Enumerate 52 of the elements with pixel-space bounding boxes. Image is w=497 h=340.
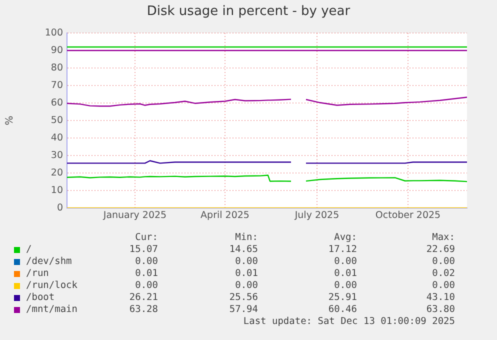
text: Avg: <box>334 232 357 243</box>
y-axis-title: % <box>4 116 16 126</box>
legend-label: /dev/shm <box>26 256 72 267</box>
x-tick-label: July 2025 <box>294 210 340 222</box>
chart-title: Disk usage in percent - by year <box>146 4 352 19</box>
text: 0.00 <box>135 280 158 291</box>
y-tick-label: 90 <box>50 44 63 56</box>
y-tick-label: 80 <box>50 62 63 74</box>
y-tick-label: 30 <box>50 150 63 161</box>
text: 25.91 <box>328 292 357 303</box>
x-tick-label: January 2025 <box>102 210 167 222</box>
text: 0.01 <box>235 268 258 279</box>
y-tick-label: 20 <box>50 167 63 178</box>
legend-label: /run/lock <box>26 280 78 291</box>
text: 0.00 <box>135 256 158 267</box>
y-tick-label: 40 <box>50 132 63 144</box>
text: 57.94 <box>229 304 258 315</box>
text: Max: <box>432 232 455 243</box>
text: 0.00 <box>235 280 258 291</box>
text: 63.80 <box>426 304 455 315</box>
text: 25.56 <box>229 292 258 303</box>
text: 22.69 <box>426 244 455 255</box>
text: 0.00 <box>235 256 258 267</box>
text: 14.65 <box>229 244 258 255</box>
legend-label: / <box>26 244 32 255</box>
text: 17.12 <box>328 244 357 255</box>
y-tick-label: 60 <box>50 97 63 108</box>
text: 0.01 <box>334 268 357 279</box>
y-tick-label: 50 <box>50 114 63 126</box>
text: 15.07 <box>129 244 158 255</box>
text: 0.01 <box>135 268 158 279</box>
text: 0.00 <box>432 280 455 291</box>
y-tick-label: 10 <box>50 184 63 196</box>
x-tick-label: October 2025 <box>375 210 441 222</box>
text: 0.00 <box>334 256 357 267</box>
text: Cur: <box>135 232 158 243</box>
text: 60.46 <box>328 304 357 315</box>
text: 43.10 <box>426 292 455 303</box>
legend-label: /run <box>26 268 49 279</box>
text: 0.00 <box>334 280 357 291</box>
text: 63.28 <box>129 304 158 315</box>
text: Min: <box>235 232 258 243</box>
x-tick-label: April 2025 <box>200 210 250 222</box>
text: Last update: Sat Dec 13 01:00:09 2025 <box>243 316 455 327</box>
y-tick-label: 100 <box>44 27 63 38</box>
text: 26.21 <box>129 292 158 303</box>
text: 0.02 <box>432 268 455 279</box>
y-tick-label: 0 <box>56 202 63 214</box>
legend-label: /boot <box>26 292 55 303</box>
legend-label: /mnt/main <box>26 304 78 315</box>
y-tick-label: 70 <box>50 80 63 91</box>
text: 0.00 <box>432 256 455 267</box>
